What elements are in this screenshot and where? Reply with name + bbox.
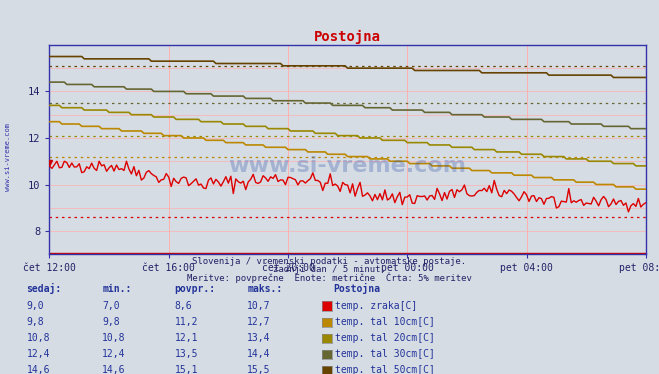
- Text: 12,4: 12,4: [102, 349, 126, 359]
- Text: temp. tal 50cm[C]: temp. tal 50cm[C]: [335, 365, 435, 374]
- Text: 14,4: 14,4: [247, 349, 271, 359]
- Text: 14,6: 14,6: [102, 365, 126, 374]
- Text: Meritve: povprečne  Enote: metrične  Črta: 5% meritev: Meritve: povprečne Enote: metrične Črta:…: [187, 272, 472, 283]
- Text: Slovenija / vremenski podatki - avtomatske postaje.: Slovenija / vremenski podatki - avtomats…: [192, 257, 467, 266]
- Text: Postojna: Postojna: [333, 283, 380, 294]
- Text: 12,7: 12,7: [247, 317, 271, 327]
- Text: www.si-vreme.com: www.si-vreme.com: [5, 123, 11, 191]
- Text: 14,6: 14,6: [26, 365, 50, 374]
- Title: Postojna: Postojna: [314, 30, 381, 44]
- Text: 15,5: 15,5: [247, 365, 271, 374]
- Text: zadnji dan / 5 minut.: zadnji dan / 5 minut.: [273, 265, 386, 274]
- Text: temp. tal 20cm[C]: temp. tal 20cm[C]: [335, 333, 435, 343]
- Text: 9,8: 9,8: [26, 317, 44, 327]
- Text: 10,8: 10,8: [26, 333, 50, 343]
- Text: 11,2: 11,2: [175, 317, 198, 327]
- Text: 13,5: 13,5: [175, 349, 198, 359]
- Text: 15,1: 15,1: [175, 365, 198, 374]
- Text: 10,7: 10,7: [247, 301, 271, 310]
- Text: povpr.:: povpr.:: [175, 285, 215, 294]
- Text: 13,4: 13,4: [247, 333, 271, 343]
- Text: temp. zraka[C]: temp. zraka[C]: [335, 301, 417, 310]
- Text: temp. tal 10cm[C]: temp. tal 10cm[C]: [335, 317, 435, 327]
- Text: 12,4: 12,4: [26, 349, 50, 359]
- Text: temp. tal 30cm[C]: temp. tal 30cm[C]: [335, 349, 435, 359]
- Text: min.:: min.:: [102, 285, 132, 294]
- Text: sedaj:: sedaj:: [26, 283, 61, 294]
- Text: www.si-vreme.com: www.si-vreme.com: [229, 156, 467, 177]
- Text: 9,0: 9,0: [26, 301, 44, 310]
- Text: 8,6: 8,6: [175, 301, 192, 310]
- Text: maks.:: maks.:: [247, 285, 282, 294]
- Text: 7,0: 7,0: [102, 301, 120, 310]
- Text: 10,8: 10,8: [102, 333, 126, 343]
- Text: 12,1: 12,1: [175, 333, 198, 343]
- Text: 9,8: 9,8: [102, 317, 120, 327]
